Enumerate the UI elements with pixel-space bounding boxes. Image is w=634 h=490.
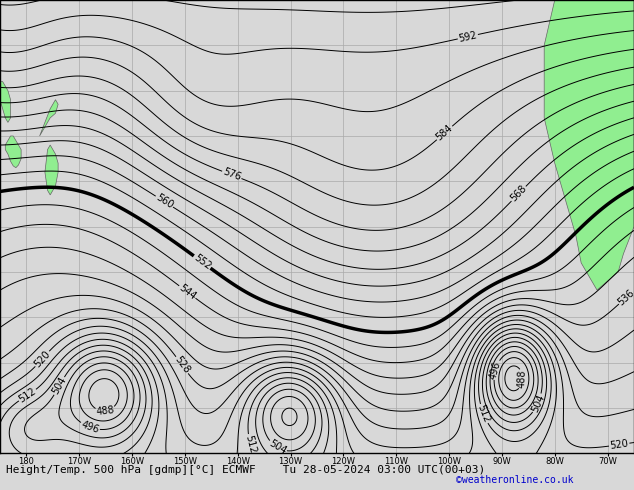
Text: 488: 488 [96, 405, 115, 417]
Text: 520: 520 [609, 439, 629, 451]
Text: 504: 504 [267, 439, 288, 457]
Text: 528: 528 [172, 355, 191, 375]
Polygon shape [544, 0, 634, 290]
Text: 504: 504 [529, 393, 547, 414]
Text: 504: 504 [50, 375, 68, 396]
Text: ©weatheronline.co.uk: ©weatheronline.co.uk [456, 475, 574, 485]
Text: 568: 568 [508, 184, 529, 204]
Text: 536: 536 [616, 287, 634, 307]
Text: 512: 512 [243, 434, 257, 454]
Text: 512: 512 [17, 386, 38, 405]
Text: 496: 496 [80, 419, 100, 435]
Text: 592: 592 [458, 30, 478, 44]
Text: Height/Temp. 500 hPa [gdmp][°C] ECMWF    Tu 28-05-2024 03:00 UTC(00+03): Height/Temp. 500 hPa [gdmp][°C] ECMWF Tu… [6, 466, 486, 475]
Text: 560: 560 [154, 193, 175, 211]
Text: 576: 576 [221, 167, 242, 183]
Polygon shape [45, 145, 58, 195]
Text: 488: 488 [517, 369, 528, 389]
Polygon shape [0, 81, 11, 122]
Text: 584: 584 [434, 123, 455, 143]
Text: 552: 552 [191, 252, 212, 271]
Text: 496: 496 [488, 360, 503, 380]
Text: 544: 544 [177, 282, 198, 301]
Polygon shape [5, 136, 21, 168]
Polygon shape [40, 99, 58, 136]
Text: 512: 512 [476, 403, 491, 424]
Text: 520: 520 [32, 348, 53, 369]
